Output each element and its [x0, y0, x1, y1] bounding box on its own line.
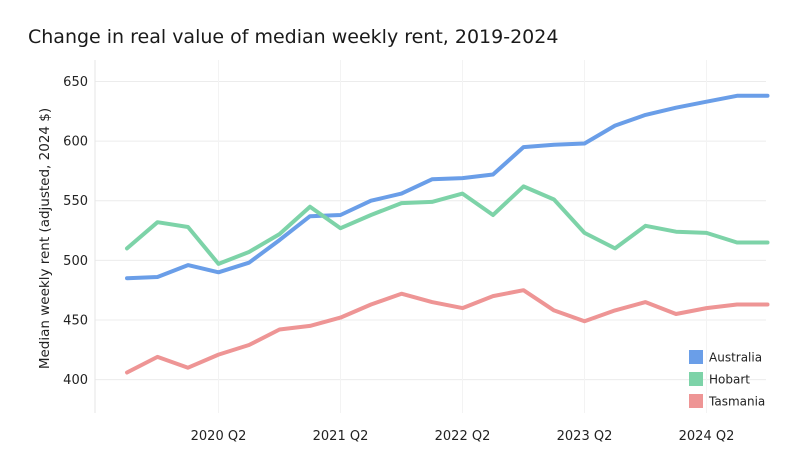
series-line-australia: [125, 93, 770, 281]
y-tick-label: 650: [63, 75, 88, 90]
y-tick-label: 600: [63, 135, 88, 150]
legend-swatch-hobart: [689, 372, 703, 386]
legend-label-hobart: Hobart: [709, 373, 750, 387]
y-tick-label: 450: [63, 313, 88, 328]
x-tick-label: 2024 Q2: [679, 429, 735, 444]
axes: 400 450 500 550 600 650 2020 Q2 2021 Q2 2022 Q2 2…: [37, 60, 734, 444]
series-lines: [125, 93, 770, 375]
legend: Australia Hobart Tasmania: [689, 350, 765, 409]
x-tick-label: 2021 Q2: [313, 429, 369, 444]
x-tick-label: 2022 Q2: [435, 429, 491, 444]
y-tick-label: 400: [63, 373, 88, 388]
legend-label-australia: Australia: [709, 351, 762, 365]
y-tick-label: 550: [63, 194, 88, 209]
series-line-hobart: [125, 184, 770, 266]
y-axis-label: Median weekly rent (adjusted, 2024 $): [37, 108, 53, 369]
chart-title: Change in real value of median weekly re…: [28, 26, 559, 48]
legend-swatch-tasmania: [689, 394, 703, 408]
legend-swatch-australia: [689, 350, 703, 364]
y-tick-label: 500: [63, 254, 88, 269]
legend-label-tasmania: Tasmania: [708, 395, 765, 409]
series-line-tasmania: [125, 288, 770, 375]
x-tick-label: 2023 Q2: [557, 429, 613, 444]
x-tick-label: 2020 Q2: [191, 429, 247, 444]
